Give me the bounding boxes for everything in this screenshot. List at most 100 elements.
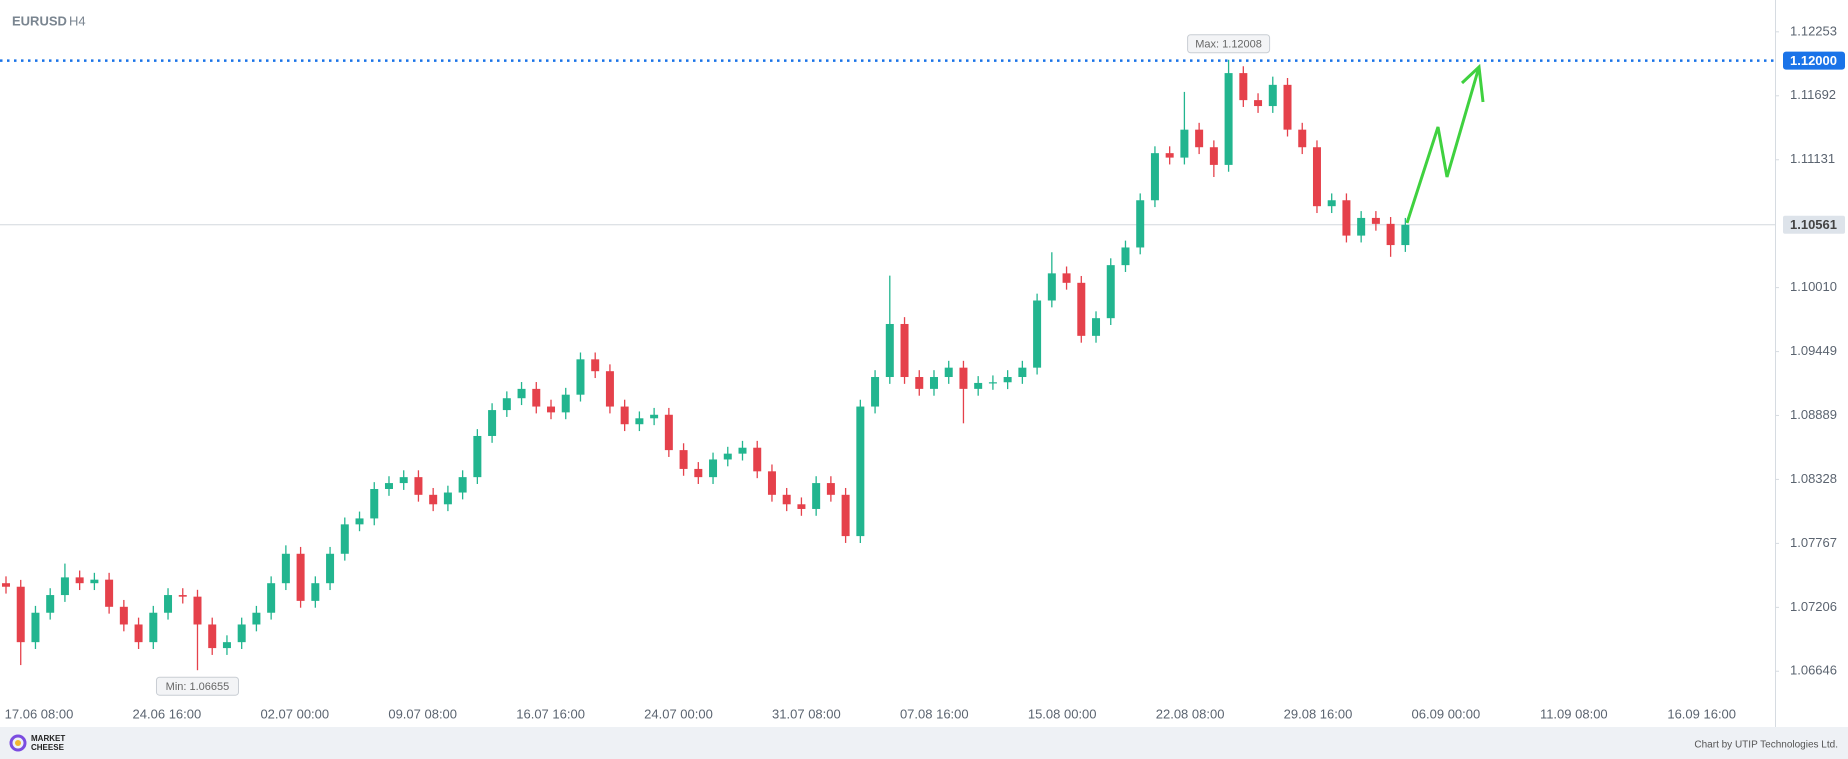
- candle-body: [1121, 247, 1130, 266]
- candle-body: [46, 595, 55, 613]
- candle-body: [252, 612, 261, 625]
- candle-body: [664, 414, 673, 451]
- candle-body: [605, 371, 614, 407]
- candle-body: [915, 377, 924, 389]
- candle-body: [900, 323, 909, 378]
- candle-body: [1077, 282, 1086, 336]
- candle-body: [1239, 73, 1248, 101]
- candle-body: [502, 398, 511, 411]
- candle-body: [1327, 200, 1336, 207]
- logo-text: MARKET: [31, 734, 65, 743]
- logo-text: CHEESE: [31, 743, 65, 752]
- candle-body: [738, 447, 747, 454]
- candle-body: [1165, 153, 1174, 158]
- y-tick-label: 1.08889: [1790, 407, 1837, 422]
- min-label: Min: 1.06655: [166, 681, 230, 693]
- x-tick-label: 15.08 00:00: [1028, 706, 1097, 721]
- candle-body: [561, 394, 570, 413]
- candle-body: [812, 483, 821, 509]
- candle-body: [1342, 200, 1351, 236]
- x-tick-label: 02.07 00:00: [260, 706, 329, 721]
- candle-body: [885, 323, 894, 378]
- candle-body: [222, 642, 231, 649]
- candle-body: [311, 583, 320, 601]
- candle-body: [650, 414, 659, 419]
- candle-body: [134, 624, 143, 643]
- candle-body: [1224, 73, 1233, 165]
- candle-body: [1298, 129, 1307, 148]
- y-tick-label: 1.07206: [1790, 599, 1837, 614]
- max-box: [1187, 34, 1271, 54]
- candle-body: [2, 583, 10, 587]
- y-tick-label: 1.11131: [1790, 151, 1835, 166]
- timeframe: H4: [69, 13, 86, 28]
- x-tick-label: 22.08 08:00: [1156, 706, 1225, 721]
- candle-body: [1003, 377, 1012, 383]
- candle-body: [164, 595, 173, 613]
- candle-body: [1283, 84, 1292, 130]
- candle-body: [1136, 200, 1145, 248]
- candle-body: [473, 435, 482, 478]
- candle-body: [16, 586, 25, 643]
- candle-body: [532, 388, 541, 407]
- candle-body: [576, 359, 585, 395]
- candle-body: [517, 388, 526, 399]
- candle-body: [414, 477, 423, 495]
- candle-body: [988, 382, 997, 384]
- candle-body: [929, 377, 938, 389]
- candle-body: [1195, 129, 1204, 148]
- candles: [2, 59, 1410, 671]
- candle-body: [355, 518, 364, 525]
- x-tick-label: 17.06 08:00: [5, 706, 74, 721]
- candle-body: [281, 553, 290, 584]
- y-tick-label: 1.10010: [1790, 279, 1837, 294]
- candle-body: [1386, 223, 1395, 246]
- candle-body: [547, 406, 556, 413]
- candle-body: [178, 595, 187, 597]
- candle-body: [326, 553, 335, 584]
- candle-body: [782, 494, 791, 505]
- x-tick-label: 16.09 16:00: [1667, 706, 1736, 721]
- candle-body: [105, 579, 114, 607]
- symbol: EURUSD: [12, 13, 67, 28]
- y-tick-label: 1.11692: [1790, 87, 1836, 102]
- x-tick-label: 24.07 00:00: [644, 706, 713, 721]
- candle-body: [841, 494, 850, 537]
- y-tick-label: 1.09449: [1790, 343, 1837, 358]
- y-tick-label: 1.07767: [1790, 535, 1837, 550]
- forecast-arrow: [1405, 66, 1481, 224]
- x-tick-label: 09.07 08:00: [388, 706, 457, 721]
- x-tick-label: 24.06 16:00: [133, 706, 202, 721]
- candle-body: [1312, 147, 1321, 207]
- candle-body: [1150, 153, 1159, 201]
- current-price-label: 1.10561: [1790, 217, 1837, 232]
- logo: MARKET CHEESE: [9, 734, 65, 752]
- candle-body: [1047, 273, 1056, 301]
- level-box: [1783, 51, 1845, 70]
- candle-body: [709, 459, 718, 478]
- candle-body: [149, 612, 158, 643]
- x-tick-label: 11.09 08:00: [1540, 706, 1608, 721]
- candle-body: [944, 367, 953, 378]
- y-tick-label: 1.06646: [1790, 663, 1837, 678]
- candle-body: [723, 453, 732, 460]
- candle-body: [488, 410, 497, 436]
- logo-icon-dot: [15, 740, 21, 746]
- candle-body: [1357, 217, 1366, 236]
- candle-body: [237, 624, 246, 643]
- candle-body: [767, 471, 776, 495]
- candle-body: [340, 524, 349, 554]
- x-tick-label: 16.07 16:00: [516, 706, 585, 721]
- candle-body: [679, 450, 688, 469]
- candle-body: [384, 483, 393, 490]
- max-label: Max: 1.12008: [1195, 39, 1262, 51]
- candle-body: [1268, 84, 1277, 107]
- candle-body: [443, 492, 452, 505]
- candle-body: [871, 377, 880, 407]
- candle-body: [856, 406, 865, 537]
- candle-body: [90, 579, 99, 584]
- x-tick-label: 31.07 08:00: [772, 706, 841, 721]
- candle-body: [1062, 273, 1071, 283]
- y-tick-label: 1.12253: [1790, 23, 1837, 38]
